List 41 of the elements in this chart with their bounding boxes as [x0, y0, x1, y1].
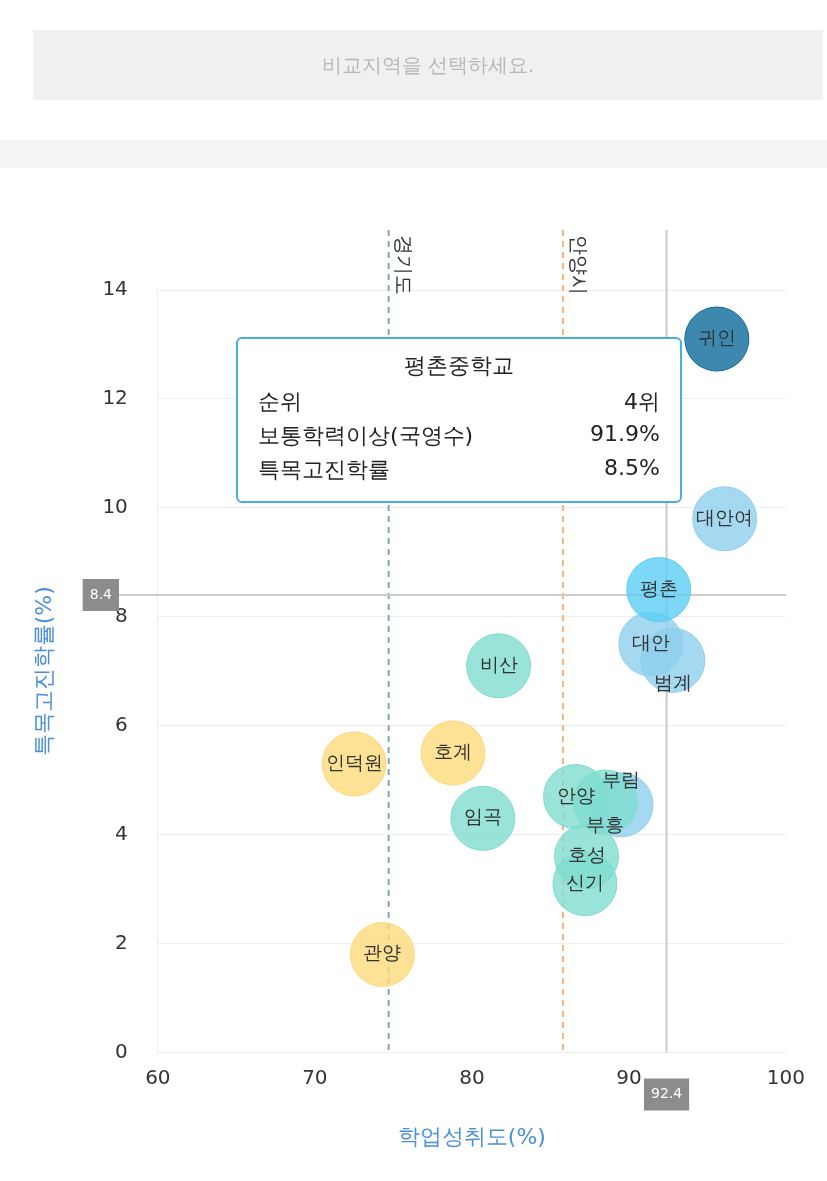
annotation: 순위	[258, 388, 302, 416]
annotation: 91.9%	[590, 421, 660, 448]
series-label: 대안여	[696, 505, 754, 528]
ref-line-label: 92.4	[650, 1085, 683, 1102]
ref-line-label: 8.4	[89, 585, 113, 602]
series-label: 신기	[565, 870, 604, 893]
annotation: 4위	[624, 388, 660, 416]
x-tick-label: 70	[302, 1064, 328, 1089]
series-label: 대안	[631, 631, 670, 653]
series-label: 호계	[434, 739, 473, 762]
series-label: 임곡	[463, 805, 502, 828]
x-tick-label: 90	[616, 1064, 642, 1089]
series-label: 인덕원	[325, 750, 383, 773]
annotation: 8.5%	[604, 455, 660, 482]
x-tick-label: 80	[459, 1064, 485, 1089]
y-tick-label: 4	[115, 820, 128, 845]
ref-line-label: 안양시	[566, 235, 591, 295]
y-tick-label: 6	[115, 711, 128, 736]
y-tick-label: 0	[115, 1038, 128, 1063]
ref-line-label: 경기도	[392, 235, 417, 295]
y-tick-label: 10	[102, 494, 128, 519]
series-label: 관양	[363, 941, 402, 964]
y-axis-title: 특목고진학률(%)	[30, 586, 56, 757]
x-tick-label: 100	[766, 1064, 806, 1089]
annotation: 특목고진학률	[258, 456, 390, 484]
annotation: 평촌중학교	[403, 352, 515, 380]
x-tick-label: 60	[145, 1064, 171, 1089]
x-axis-title: 학업성취도(%)	[397, 1123, 546, 1149]
y-tick-label: 12	[102, 385, 128, 410]
annotation: 보통학력이상(국영수)	[258, 422, 474, 450]
y-tick-label: 14	[102, 276, 128, 301]
y-tick-label: 2	[115, 929, 128, 954]
series-label: 범계	[653, 671, 692, 694]
series-label: 안양	[556, 783, 595, 806]
series-label: 평촌	[639, 576, 678, 599]
series-label: 호성	[567, 843, 606, 866]
series-label: 부림	[602, 767, 641, 790]
text: 비교지역을 선택하세요.	[321, 51, 535, 79]
series-label: 귀인	[697, 325, 736, 348]
series-label: 부흥	[586, 812, 625, 835]
series-label: 비산	[479, 652, 518, 675]
